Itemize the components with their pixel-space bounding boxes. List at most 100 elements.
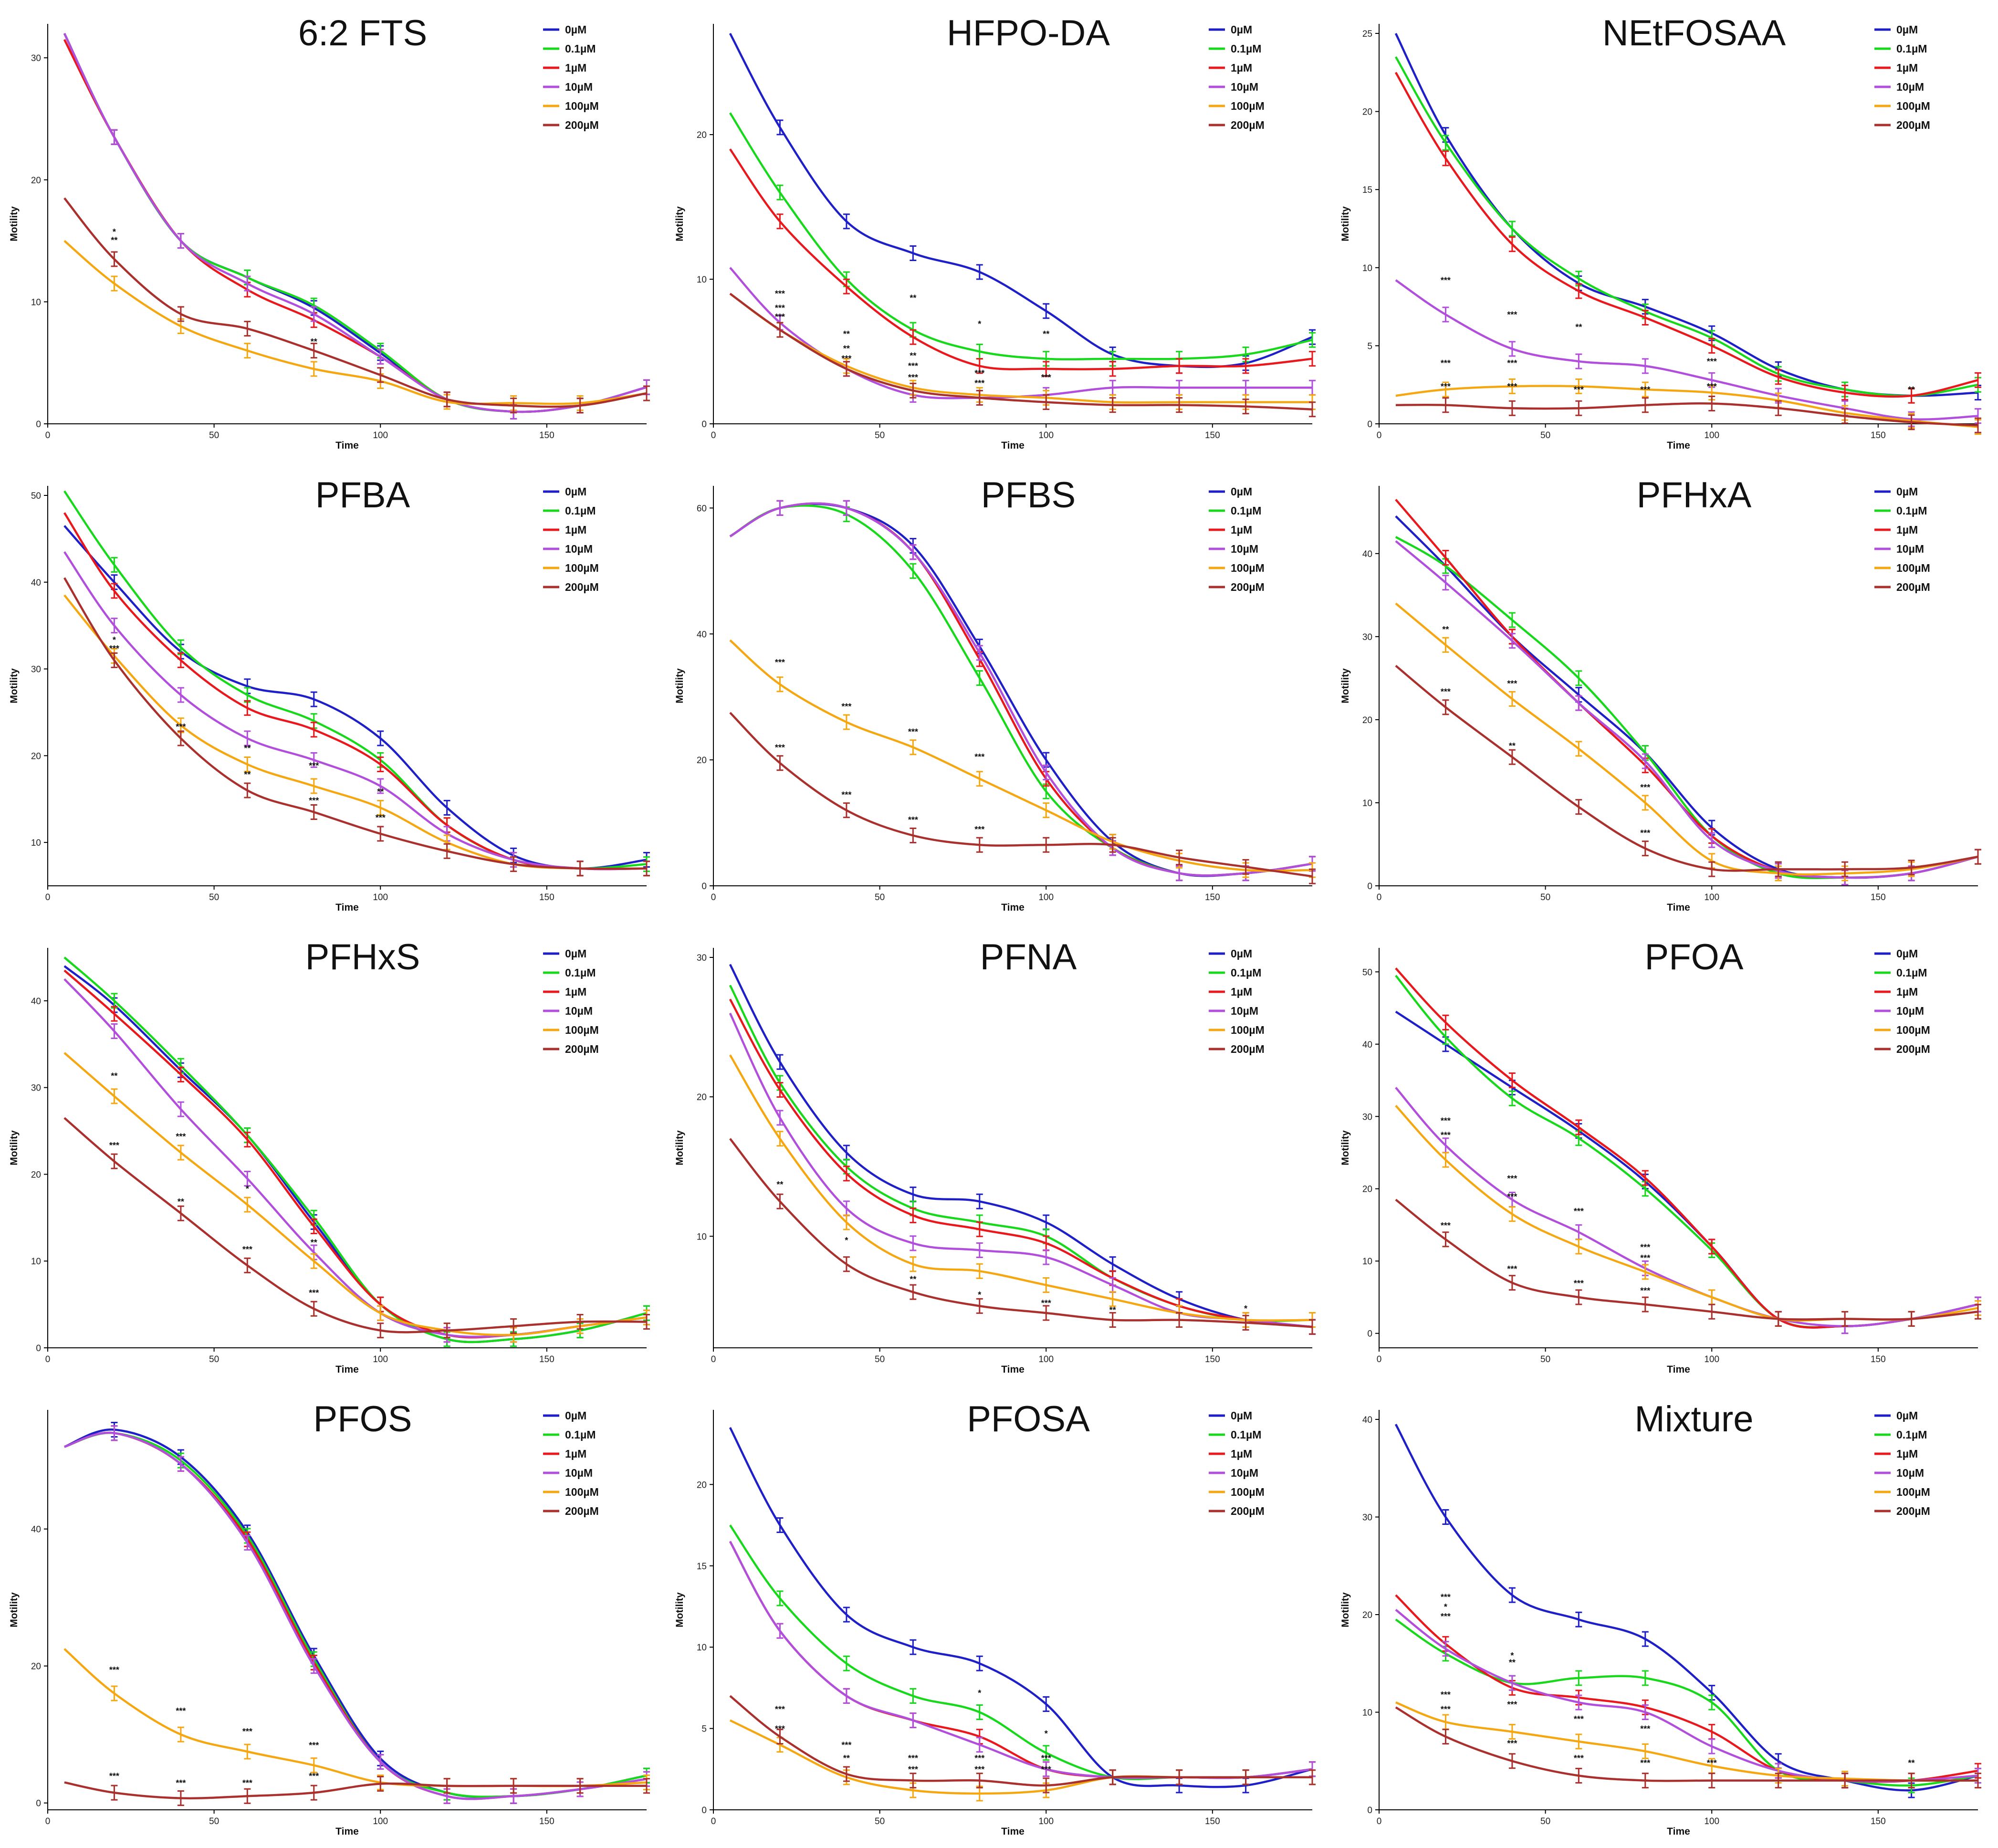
chart-title: PFOSA — [967, 1399, 1090, 1439]
y-axis-label: Motility — [9, 206, 20, 242]
legend-label: 200µM — [1896, 119, 1930, 131]
legend-label: 100µM — [565, 100, 599, 112]
series-line-1µM — [63, 512, 647, 871]
x-tick-label: 100 — [1038, 1816, 1054, 1827]
series-line-0.1µM — [63, 33, 647, 413]
series-line-0µM — [729, 32, 1313, 368]
y-tick-label: 20 — [697, 1092, 707, 1102]
series-line-1µM — [63, 969, 647, 1339]
x-tick-label: 0 — [45, 430, 51, 441]
significance-marker: *** — [1441, 687, 1451, 697]
x-tick-label: 50 — [1540, 1816, 1550, 1827]
legend-label: 0µM — [1231, 23, 1252, 36]
y-tick-label: 0 — [701, 882, 707, 892]
series-line-200µM — [729, 712, 1313, 878]
series-line-100µM — [63, 240, 647, 405]
x-tick-label: 150 — [539, 430, 554, 441]
series-line-100µM — [63, 1648, 647, 1787]
series-line-200µM — [1395, 402, 1978, 427]
significance-marker: ** — [244, 744, 251, 753]
x-tick-label: 50 — [209, 1354, 219, 1365]
significance-marker: *** — [1441, 1612, 1451, 1621]
x-tick-label: 50 — [209, 1816, 219, 1827]
significance-marker: *** — [176, 1778, 186, 1788]
legend-label: 1µM — [1896, 62, 1918, 74]
series-line-100µM — [729, 293, 1312, 404]
significance-marker: *** — [1640, 783, 1650, 792]
y-tick-label: 10 — [1362, 1257, 1372, 1267]
y-tick-label: 30 — [1362, 632, 1372, 642]
significance-marker: *** — [1707, 357, 1717, 367]
x-tick-label: 0 — [1377, 430, 1382, 441]
x-tick-label: 100 — [1038, 892, 1054, 903]
y-tick-label: 10 — [31, 297, 41, 307]
significance-marker: *** — [109, 644, 119, 653]
legend-label: 100µM — [1231, 562, 1265, 574]
x-tick-label: 150 — [1205, 1816, 1220, 1827]
significance-marker: *** — [974, 825, 984, 834]
series-line-200µM — [729, 1695, 1312, 1787]
series-line-0.1µM — [729, 985, 1313, 1322]
significance-marker: * — [246, 1184, 249, 1194]
significance-marker: *** — [841, 1740, 851, 1750]
significance-marker: *** — [309, 761, 319, 771]
x-axis-label: Time — [1667, 902, 1690, 913]
significance-marker: *** — [1507, 1174, 1517, 1184]
x-tick-label: 0 — [45, 1816, 51, 1827]
series-line-1µM — [729, 148, 1313, 370]
significance-marker: * — [1510, 1651, 1514, 1660]
x-tick-label: 100 — [1704, 1816, 1719, 1827]
chart-title: NEtFOSAA — [1602, 13, 1786, 53]
significance-marker: *** — [109, 1771, 119, 1781]
significance-marker: ** — [910, 1275, 916, 1284]
y-tick-label: 0 — [701, 420, 707, 430]
chart-title: PFHxS — [305, 937, 420, 977]
y-tick-label: 0 — [36, 1344, 41, 1354]
significance-marker: * — [1045, 1729, 1048, 1739]
chart-title: PFNA — [980, 937, 1077, 977]
y-tick-label: 40 — [31, 1525, 41, 1535]
x-tick-label: 50 — [209, 430, 219, 441]
legend-label: 1µM — [565, 62, 586, 74]
x-tick-label: 150 — [1871, 1816, 1886, 1827]
significance-marker: ** — [1908, 385, 1915, 395]
series-line-100µM — [729, 1054, 1313, 1322]
legend-label: 1µM — [1231, 62, 1252, 74]
series-line-0µM — [1395, 1010, 1978, 1329]
series-line-0.1µM — [1395, 975, 1978, 1329]
series-line-10µM — [729, 502, 1313, 877]
x-tick-label: 150 — [539, 892, 554, 903]
x-tick-label: 50 — [209, 892, 219, 903]
significance-marker: ** — [776, 1180, 783, 1189]
y-tick-label: 0 — [701, 1806, 707, 1816]
significance-marker: *** — [1441, 1592, 1451, 1602]
y-tick-label: 0 — [1367, 1806, 1372, 1816]
significance-marker: *** — [841, 790, 851, 799]
significance-marker: *** — [1640, 1253, 1650, 1263]
x-tick-label: 150 — [1205, 430, 1220, 441]
significance-marker: *** — [1041, 1754, 1051, 1763]
chart-title: PFOA — [1645, 937, 1744, 977]
series-line-1µM — [64, 1431, 647, 1800]
legend-label: 200µM — [1896, 1505, 1930, 1517]
legend-label: 100µM — [565, 1486, 599, 1498]
chart-title: Mixture — [1634, 1399, 1753, 1439]
significance-marker: *** — [309, 1771, 319, 1781]
y-tick-label: 20 — [697, 1480, 707, 1490]
x-tick-label: 100 — [1704, 892, 1719, 903]
series-line-1µM — [729, 502, 1313, 877]
series-line-1µM — [1394, 72, 1978, 398]
y-tick-label: 10 — [31, 1257, 41, 1267]
legend-label: 0µM — [565, 485, 586, 498]
significance-marker: *** — [841, 354, 851, 364]
y-tick-label: 0 — [36, 1799, 41, 1809]
legend-label: 0.1µM — [1896, 504, 1927, 517]
series-line-0.1µM — [64, 1431, 647, 1798]
significance-marker: *** — [908, 1754, 918, 1763]
x-axis-label: Time — [1001, 440, 1025, 451]
x-tick-label: 100 — [373, 430, 388, 441]
significance-marker: *** — [242, 1245, 252, 1254]
series-line-200µM — [63, 197, 647, 408]
